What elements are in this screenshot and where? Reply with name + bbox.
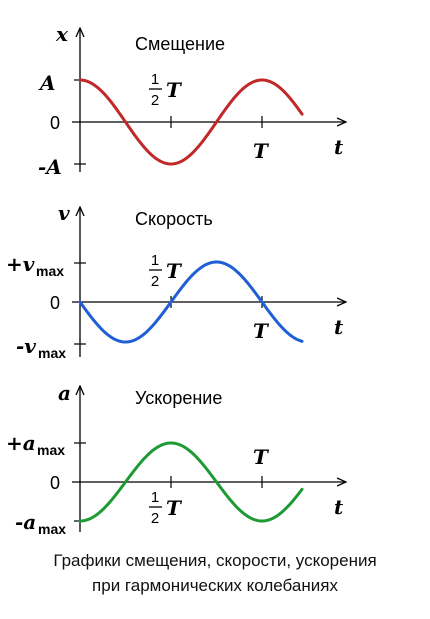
acceleration-zero-label: 0 <box>50 473 60 493</box>
displacement-amplitude-label: A <box>38 71 56 95</box>
displacement-period-label: T <box>253 139 270 163</box>
velocity-zero-label: 0 <box>50 293 60 313</box>
acceleration-y-axis-label: a <box>58 381 71 405</box>
velocity-neg-max-label: -v max <box>16 334 66 361</box>
velocity-max-symbol: +v <box>6 252 35 276</box>
acceleration-period-label: T <box>253 445 270 469</box>
acceleration-max-subscript: max <box>37 442 65 458</box>
acceleration-neg-max-subscript: max <box>38 521 66 537</box>
displacement-panel: x t Смещение A 0 -A 1 2 T T <box>38 22 346 179</box>
acceleration-max-symbol: +a <box>6 431 36 455</box>
velocity-neg-max-subscript: max <box>38 345 66 361</box>
displacement-neg-amplitude-label: -A <box>38 155 62 179</box>
velocity-half-period-numerator: 1 <box>151 252 159 269</box>
displacement-half-period-T: T <box>166 78 183 102</box>
velocity-half-period-denominator: 2 <box>151 273 159 290</box>
acceleration-title: Ускорение <box>135 388 222 408</box>
displacement-half-period-denominator: 2 <box>151 92 159 109</box>
acceleration-neg-max-label: -a max <box>15 510 66 537</box>
velocity-y-axis-label: v <box>58 201 70 225</box>
acceleration-neg-max-symbol: -a <box>15 510 36 534</box>
velocity-neg-max-symbol: -v <box>16 334 36 358</box>
displacement-y-axis-label: x <box>55 22 69 46</box>
velocity-max-subscript: max <box>36 263 64 279</box>
acceleration-half-period-denominator: 2 <box>151 510 159 527</box>
velocity-x-axis-label: t <box>334 315 344 339</box>
velocity-half-period-label: 1 2 T <box>149 252 183 290</box>
displacement-zero-label: 0 <box>50 113 60 133</box>
velocity-period-label: T <box>253 319 270 343</box>
acceleration-half-period-T: T <box>166 496 183 520</box>
caption-line-1: Графики смещения, скорости, ускорения <box>53 551 377 570</box>
acceleration-max-label: +a max <box>6 431 65 458</box>
acceleration-half-period-label: 1 2 T <box>149 489 183 527</box>
displacement-half-period-label: 1 2 T <box>149 71 183 109</box>
velocity-title: Скорость <box>135 209 213 229</box>
velocity-curve <box>78 260 304 344</box>
figure-caption: Графики смещения, скорости, ускорения пр… <box>0 548 430 598</box>
caption-line-2: при гармонических колебаниях <box>92 576 338 595</box>
displacement-x-axis-label: t <box>334 135 344 159</box>
acceleration-panel: a t Ускорение +a max 0 -a max 1 2 T T <box>6 381 346 537</box>
displacement-curve <box>78 78 304 166</box>
displacement-title: Смещение <box>135 34 225 54</box>
velocity-half-period-T: T <box>166 259 183 283</box>
displacement-half-period-numerator: 1 <box>151 71 159 88</box>
acceleration-x-axis-label: t <box>334 495 344 519</box>
velocity-panel: v t Скорость +v max 0 -v max 1 2 T T <box>6 201 346 361</box>
velocity-max-label: +v max <box>6 252 64 279</box>
acceleration-half-period-numerator: 1 <box>151 489 159 506</box>
acceleration-curve <box>78 441 304 523</box>
